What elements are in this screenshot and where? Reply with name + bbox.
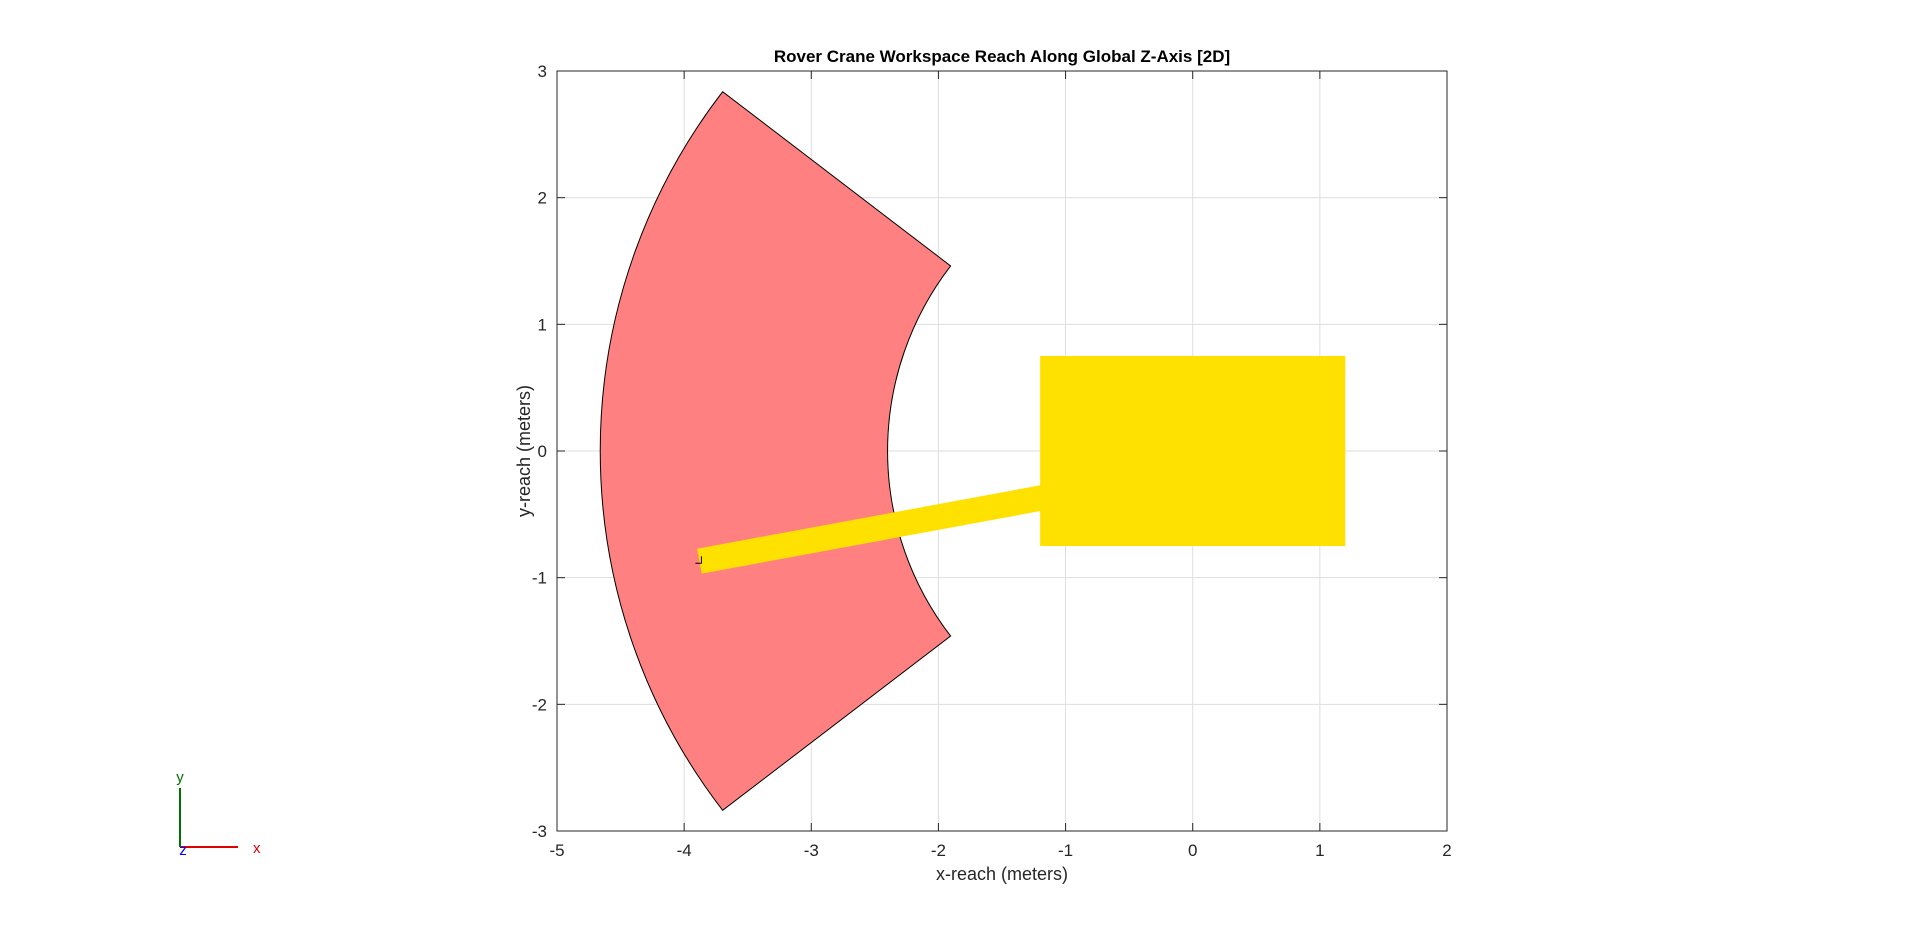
x-tick-label: 1	[1315, 841, 1324, 860]
y-tick-label: 1	[538, 315, 547, 334]
y-tick-label: -2	[532, 695, 547, 714]
x-tick-label: -5	[549, 841, 564, 860]
x-tick-label: 0	[1188, 841, 1197, 860]
y-axis-label: y-reach (meters)	[514, 385, 534, 517]
x-tick-label: -4	[677, 841, 692, 860]
y-tick-label: 0	[538, 442, 547, 461]
end-effector-marker	[695, 556, 702, 564]
data-layer	[599, 90, 1346, 812]
x-tick-label: -2	[931, 841, 946, 860]
triad-x-label: x	[253, 840, 261, 857]
triad-y-label: y	[176, 769, 184, 786]
y-tick-label: 3	[538, 62, 547, 81]
x-tick-label: -3	[804, 841, 819, 860]
x-tick-label: -1	[1058, 841, 1073, 860]
workspace-region	[599, 90, 952, 812]
triad-z-label: z	[179, 842, 187, 859]
x-tick-label: 2	[1442, 841, 1451, 860]
x-axis-label: x-reach (meters)	[936, 864, 1068, 884]
ticks: -5 -4 -3 -2 -1 0 1 2 -3 -2 -1 0 1 2 3	[532, 62, 1452, 860]
y-tick-label: -3	[532, 822, 547, 841]
rover-body	[1040, 356, 1346, 546]
y-tick-label: 2	[538, 189, 547, 208]
y-tick-label: -1	[532, 569, 547, 588]
axes-triad: x y z	[176, 769, 261, 859]
chart-title: Rover Crane Workspace Reach Along Global…	[774, 47, 1230, 66]
